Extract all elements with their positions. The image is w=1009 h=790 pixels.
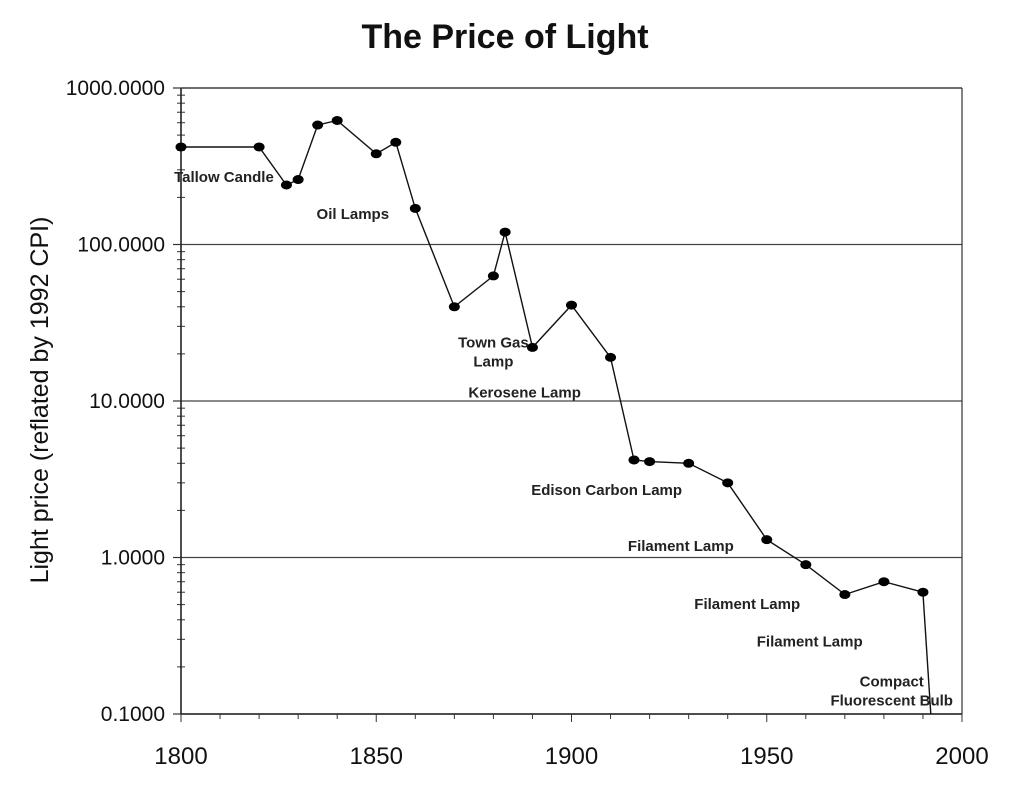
plot-frame [173, 87, 963, 722]
annotation-line: Compact [860, 673, 924, 690]
annotation-line: Filament Lamp [757, 633, 863, 650]
y-tick-label: 100.0000 [77, 234, 165, 257]
data-point [644, 457, 656, 467]
data-point [390, 137, 402, 147]
annotation-label: Filament Lamp [628, 538, 734, 555]
x-tick-label: 1950 [740, 743, 793, 770]
y-axis-label: Light price (reflated by 1992 CPI) [26, 217, 54, 584]
data-point [370, 149, 382, 159]
x-tick-label: 1850 [350, 743, 403, 770]
data-point [526, 342, 538, 352]
x-tick-label: 2000 [935, 743, 988, 770]
annotation-label: Kerosene Lamp [468, 385, 581, 402]
data-point [448, 302, 460, 312]
y-tick-label: 10.0000 [89, 390, 165, 413]
annotation-label: Filament Lamp [757, 633, 863, 650]
x-tick-label: 1900 [545, 743, 598, 770]
annotation-label: Tallow Candle [174, 169, 274, 186]
data-point [280, 180, 292, 190]
data-point [312, 120, 324, 130]
annotation-line: Fluorescent Bulb [830, 692, 953, 709]
annotation-label: Town Gas Lamp [458, 334, 529, 370]
data-point [331, 115, 343, 125]
x-tick-label: 1800 [154, 743, 207, 770]
annotation-line: Filament Lamp [628, 538, 734, 555]
data-point [628, 455, 640, 465]
series-line [181, 119, 932, 715]
data-point [800, 560, 812, 570]
data-point [175, 142, 187, 152]
annotation-label: Oil Lamps [317, 206, 390, 223]
annotation-line: Kerosene Lamp [468, 385, 581, 402]
y-axis-ticks: 0.1000 1.0000 10.0000 100.0000 1000.0000 [66, 77, 165, 726]
x-axis-ticks: 1800 1850 1900 1950 2000 [154, 743, 988, 770]
annotation-line: Tallow Candle [174, 169, 274, 186]
annotation-label: Filament Lamp [694, 596, 800, 613]
annotation-label: Compact Fluorescent Bulb [830, 673, 953, 709]
data-point [722, 478, 734, 488]
data-point [409, 203, 421, 213]
annotation-line: Filament Lamp [694, 596, 800, 613]
y-tick-label: 0.1000 [101, 703, 165, 726]
data-point [917, 587, 929, 597]
y-tick-label: 1.0000 [101, 547, 165, 570]
annotation-line: Lamp [473, 353, 513, 370]
data-point [878, 577, 890, 587]
price-series [175, 115, 932, 715]
data-point [605, 352, 617, 362]
annotation-line: Town Gas [458, 334, 529, 351]
data-point [761, 535, 773, 545]
y-tick-label: 1000.0000 [66, 77, 165, 100]
annotations: Tallow Candle Oil Lamps Town Gas Lamp Kerose… [174, 169, 953, 709]
data-point [566, 300, 577, 310]
data-point [839, 590, 851, 600]
data-point [487, 271, 499, 281]
data-point [253, 142, 265, 152]
data-point [292, 175, 304, 185]
annotation-line: Edison Carbon Lamp [531, 482, 682, 499]
data-point [499, 227, 511, 237]
annotation-line: Oil Lamps [317, 206, 390, 223]
chart-title: The Price of Light [361, 18, 648, 56]
annotation-label: Edison Carbon Lamp [531, 482, 682, 499]
data-point [683, 458, 695, 468]
